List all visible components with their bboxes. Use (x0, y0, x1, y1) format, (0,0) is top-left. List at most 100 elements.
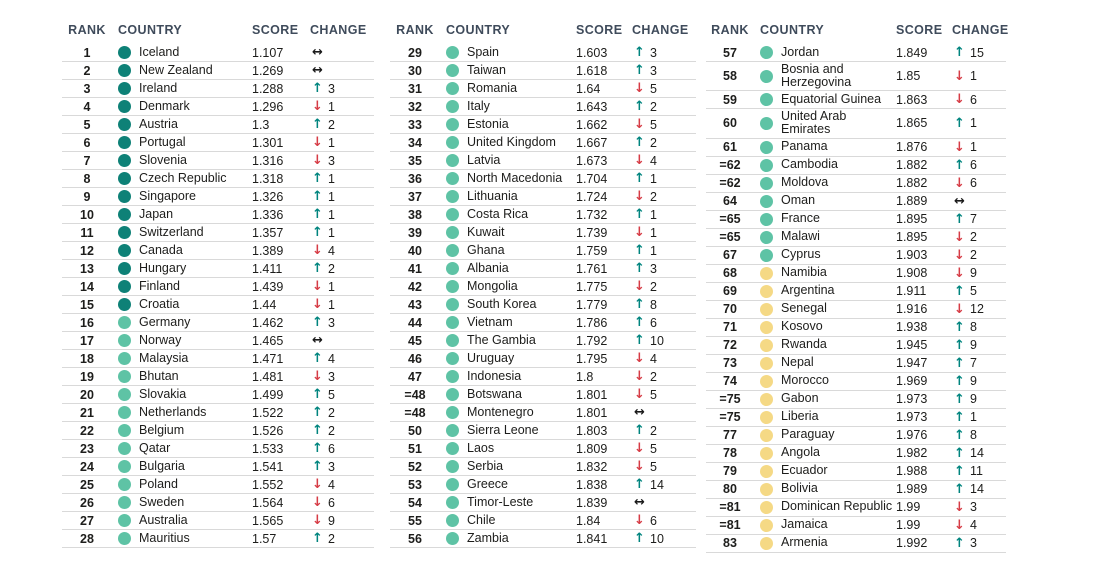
up-arrow-icon: ↑ (634, 261, 645, 276)
score-value: 1.876 (896, 140, 928, 154)
rank-value: =65 (719, 230, 741, 244)
change-amount: 3 (650, 261, 657, 276)
up-arrow-icon: ↑ (312, 315, 323, 330)
column-header-country: COUNTRY (118, 23, 183, 37)
peace-tier-dot-icon (118, 100, 131, 113)
score-value: 1.99 (896, 500, 921, 514)
country-cell: Indonesia (440, 369, 576, 384)
country-name: Greece (467, 476, 508, 491)
table-row: 17 Norway 1.465 ↔ (62, 332, 374, 350)
column-header-score: SCORE (576, 23, 623, 37)
country-name: Angola (781, 445, 820, 460)
change-cell: ↓ 4 (632, 352, 696, 366)
change-cell: ↔ (632, 406, 696, 419)
score-value: 1.732 (576, 207, 608, 222)
up-arrow-icon: ↑ (954, 45, 965, 60)
country-name: Lithuania (467, 188, 518, 203)
rank-value: 79 (723, 464, 737, 478)
score-value: 1.973 (896, 392, 928, 406)
change-cell: ↑ 6 (632, 316, 696, 330)
change-cell: ↑ 1 (952, 410, 1006, 424)
score-value: 1.803 (576, 423, 608, 438)
country-name: Malawi (781, 229, 820, 244)
change-amount: 4 (650, 351, 657, 366)
peace-tier-dot-icon (446, 280, 459, 293)
down-arrow-icon: ↓ (954, 247, 965, 263)
country-name: Morocco (781, 373, 829, 388)
peace-tier-dot-icon (118, 388, 131, 401)
up-arrow-icon: ↑ (634, 171, 645, 186)
table-row: 70 Senegal 1.916 ↓ 12 (706, 301, 1006, 319)
peace-tier-dot-icon (446, 316, 459, 329)
peace-tier-dot-icon (760, 356, 773, 370)
change-amount: 14 (970, 482, 984, 496)
change-amount: 1 (650, 207, 657, 222)
country-name: Slovenia (139, 152, 187, 167)
country-name: Gabon (781, 391, 819, 406)
peace-tier-dot-icon (446, 244, 459, 257)
country-cell: Hungary (112, 261, 252, 276)
change-cell: ↓ 4 (310, 244, 374, 258)
score-value: 1.662 (576, 117, 608, 132)
table-row: 50 Sierra Leone 1.803 ↑ 2 (390, 422, 696, 440)
country-cell: Sweden (112, 495, 252, 510)
peace-tier-dot-icon (760, 410, 773, 424)
rank-value: =65 (719, 212, 741, 226)
change-cell: ↓ 6 (310, 496, 374, 510)
country-cell: Latvia (440, 153, 576, 168)
rank-value: 58 (723, 69, 737, 84)
rank-value: 57 (723, 45, 737, 60)
rank-value: 18 (80, 351, 94, 366)
change-cell: ↓ 3 (952, 500, 1006, 514)
table-row: 1 Iceland 1.107 ↔ (62, 44, 374, 62)
rank-value: 72 (723, 338, 737, 352)
change-cell: ↓ 2 (632, 190, 696, 204)
table-row: 16 Germany 1.462 ↑ 3 (62, 314, 374, 332)
country-cell: Bolivia (754, 481, 896, 496)
down-arrow-icon: ↓ (634, 351, 645, 366)
score-value: 1.296 (252, 99, 284, 114)
rank-value: 28 (80, 531, 94, 546)
up-arrow-icon: ↑ (312, 387, 323, 402)
rank-value: 12 (80, 243, 94, 258)
rank-value: 53 (408, 477, 422, 492)
country-cell: Ghana (440, 243, 576, 258)
rank-value: 15 (80, 297, 94, 312)
change-cell: ↑ 3 (632, 262, 696, 276)
score-value: 1.526 (252, 423, 284, 438)
country-cell: South Korea (440, 297, 576, 312)
score-value: 1.552 (252, 477, 284, 492)
rank-value: 32 (408, 99, 422, 114)
change-amount: 1 (328, 225, 335, 240)
peace-tier-dot-icon (760, 93, 773, 107)
table-row: 41 Albania 1.761 ↑ 3 (390, 260, 696, 278)
peace-tier-dot-icon (446, 478, 459, 491)
change-amount: 1 (970, 140, 977, 154)
up-arrow-icon: ↑ (634, 297, 645, 312)
score-value: 1.44 (252, 297, 277, 312)
rank-value: 74 (723, 374, 737, 388)
table-row: 35 Latvia 1.673 ↓ 4 (390, 152, 696, 170)
down-arrow-icon: ↓ (312, 297, 323, 312)
table-row: 68 Namibia 1.908 ↓ 9 (706, 265, 1006, 283)
rank-value: 26 (80, 495, 94, 510)
peace-tier-dot-icon (118, 370, 131, 383)
rank-value: =81 (719, 500, 741, 514)
country-name: Bosnia and Herzegovina (781, 62, 852, 90)
up-arrow-icon: ↑ (634, 63, 645, 78)
country-cell: Czech Republic (112, 171, 252, 186)
rank-value: 43 (408, 297, 422, 312)
country-cell: Malawi (754, 229, 896, 244)
score-value: 1.336 (252, 207, 284, 222)
down-arrow-icon: ↓ (312, 495, 323, 510)
change-amount: 2 (650, 99, 657, 114)
country-cell: Norway (112, 333, 252, 348)
country-name: Jamaica (781, 517, 828, 532)
table-row: 83 Armenia 1.992 ↑ 3 (706, 535, 1006, 553)
change-amount: 4 (970, 518, 977, 532)
score-value: 1.8 (576, 369, 594, 384)
table-row: 36 North Macedonia 1.704 ↑ 1 (390, 170, 696, 188)
country-cell: Mongolia (440, 279, 576, 294)
change-amount: 9 (328, 513, 335, 528)
table-row: =81 Jamaica 1.99 ↓ 4 (706, 517, 1006, 535)
